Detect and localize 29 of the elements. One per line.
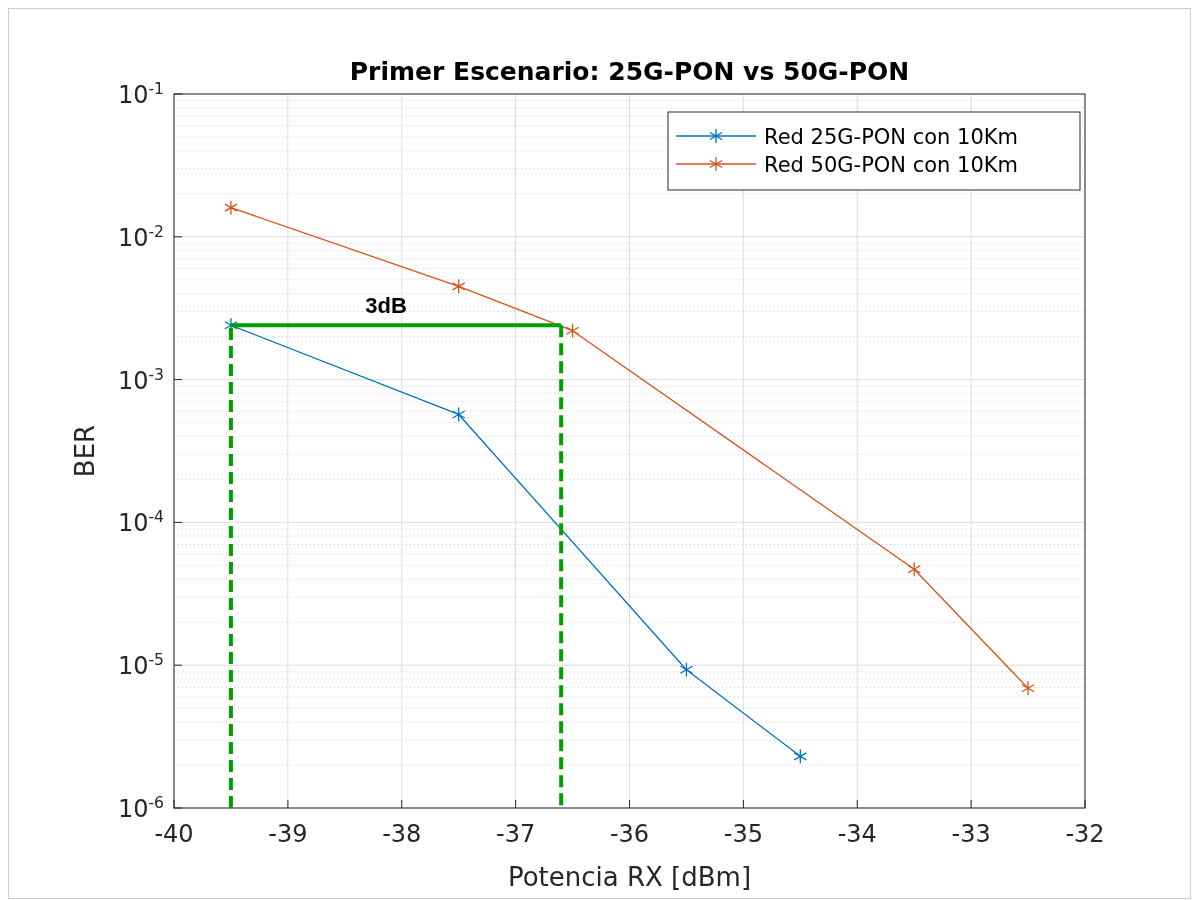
point <box>679 662 694 678</box>
y-tick-label: 10$^{-3}$ <box>117 365 164 395</box>
y-axis-title: BER <box>70 424 100 478</box>
x-tick-label: -38 <box>382 820 422 848</box>
y-tick-label: 10$^{-1}$ <box>117 80 164 109</box>
chart-title: Primer Escenario: 25G-PON vs 50G-PON <box>349 57 910 86</box>
y-tick-label: 10$^{-6}$ <box>117 794 164 823</box>
point <box>565 323 580 339</box>
x-tick-label: -37 <box>496 820 536 848</box>
legend-label: Red 25G-PON con 10Km <box>764 125 1019 149</box>
x-tick-label: -33 <box>951 820 991 848</box>
point <box>1021 680 1035 696</box>
legend-label: Red 50G-PON con 10Km <box>764 153 1019 177</box>
x-tick-label: -40 <box>154 820 194 848</box>
point <box>451 406 466 423</box>
x-tick-label: -34 <box>837 820 877 848</box>
y-tick-label: 10$^{-4}$ <box>117 508 165 538</box>
x-tick-label: -35 <box>723 820 763 848</box>
x-tick-label: -36 <box>609 820 650 848</box>
point <box>224 200 238 216</box>
point <box>451 278 466 294</box>
annotation: 3dB <box>365 293 407 319</box>
point <box>793 748 808 764</box>
y-tick-label: 10$^{-5}$ <box>117 651 164 681</box>
y-tick-label: 10$^{-2}$ <box>117 222 164 252</box>
x-tick-label: -32 <box>1065 820 1105 848</box>
x-tick-label: -39 <box>268 820 308 848</box>
x-axis-title: Potencia RX [dBm] <box>507 862 752 892</box>
point <box>907 561 921 577</box>
